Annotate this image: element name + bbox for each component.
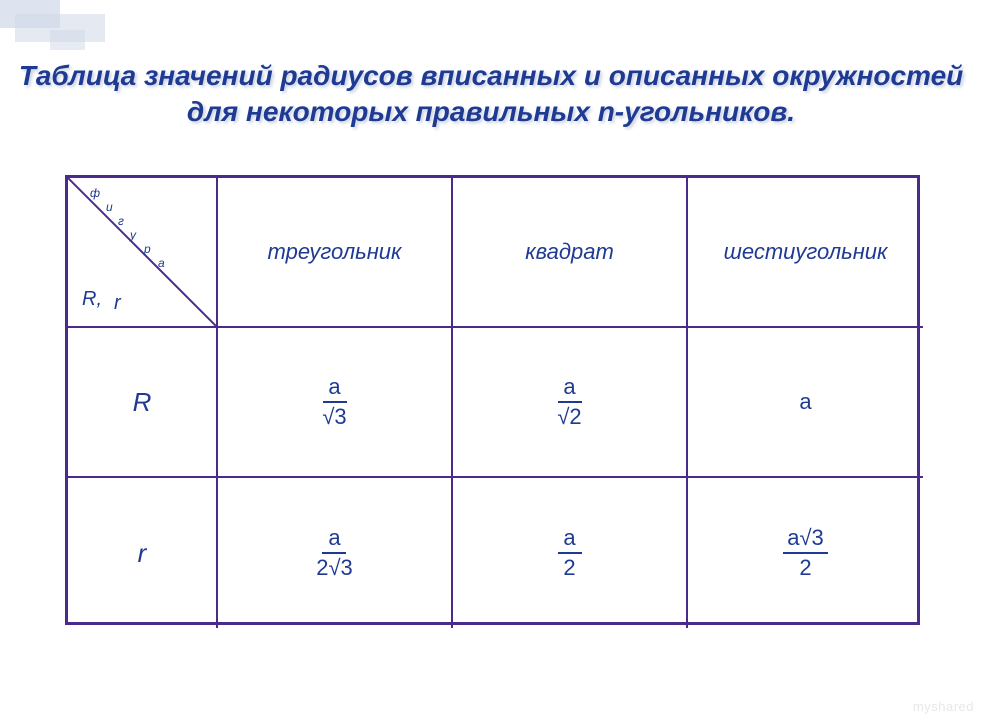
diag-char: у — [130, 228, 136, 242]
diag-char: и — [106, 200, 113, 214]
fraction-denominator: 2 — [563, 554, 575, 581]
fraction-denominator: √2 — [557, 403, 581, 430]
diag-char: а — [158, 256, 165, 270]
cell-r-hexagon: a√3 2 — [688, 478, 923, 628]
cell-r-square: a 2 — [453, 478, 688, 628]
cell-R-hexagon: a — [688, 328, 923, 478]
cell-r-triangle: a 2√3 — [218, 478, 453, 628]
col-header-square: квадрат — [453, 178, 688, 328]
cell-R-square: a √2 — [453, 328, 688, 478]
fraction-numerator: a — [558, 525, 582, 554]
diag-r-label: r — [114, 292, 121, 315]
watermark: myshared — [913, 699, 974, 714]
row-label-text: r — [138, 538, 147, 569]
col-header-hexagon: шестиугольник — [688, 178, 923, 328]
col-header-label: квадрат — [525, 239, 614, 265]
fraction-denominator: 2 — [799, 554, 811, 581]
col-header-label: шестиугольник — [724, 239, 888, 265]
row-label-R: R — [68, 328, 218, 478]
col-header-label: треугольник — [268, 239, 402, 265]
diag-R-label: R, — [82, 288, 102, 311]
diagonal-header-cell: ф и г у р а R, r — [68, 178, 218, 328]
fraction-numerator: a√3 — [783, 525, 828, 554]
fraction-denominator: 2√3 — [316, 554, 353, 581]
row-label-text: R — [133, 387, 152, 418]
row-label-r: r — [68, 478, 218, 628]
page-title: Таблица значений радиусов вписанных и оп… — [0, 58, 982, 131]
fraction-denominator: √3 — [322, 403, 346, 430]
formula-table: ф и г у р а R, r треугольник квадрат шес… — [65, 175, 920, 625]
diag-char: р — [144, 242, 151, 256]
corner-decoration — [0, 0, 180, 60]
title-line-2: для некоторых правильных n-угольников. — [0, 94, 982, 130]
title-line-1: Таблица значений радиусов вписанных и оп… — [0, 58, 982, 94]
col-header-triangle: треугольник — [218, 178, 453, 328]
diag-char: г — [118, 214, 124, 228]
fraction-numerator: a — [323, 374, 347, 403]
cell-R-triangle: a √3 — [218, 328, 453, 478]
diag-char: ф — [90, 186, 100, 200]
fraction-numerator: a — [322, 525, 346, 554]
fraction-numerator: a — [558, 374, 582, 403]
cell-value: a — [799, 389, 811, 415]
